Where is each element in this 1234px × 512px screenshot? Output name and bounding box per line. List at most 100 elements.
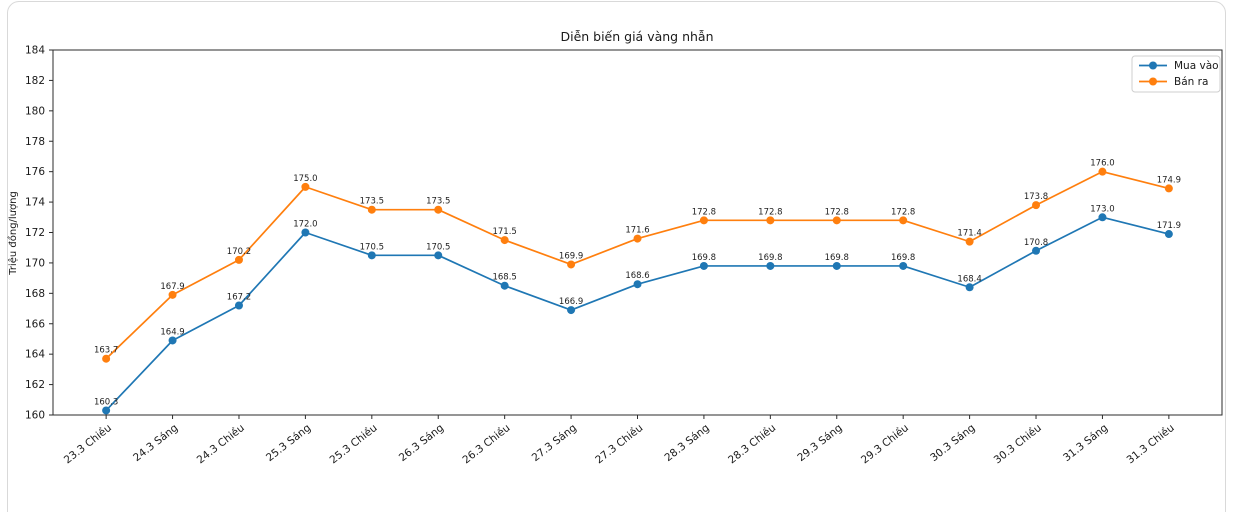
y-tick-label: 174 <box>25 197 45 209</box>
data-point-marker <box>1164 230 1173 239</box>
data-point-marker <box>367 251 376 260</box>
data-point-label: 172.8 <box>758 207 782 217</box>
data-point-marker <box>1032 201 1041 210</box>
x-tick-label: 28.3 Chiều <box>726 422 778 466</box>
x-tick-label: 29.3 Chiều <box>859 422 911 466</box>
data-point-label: 169.8 <box>825 253 849 263</box>
x-tick-label: 27.3 Chiều <box>593 422 645 466</box>
data-point-marker <box>234 301 243 310</box>
data-point-marker <box>102 354 111 363</box>
data-point-marker <box>367 205 376 214</box>
data-point-marker <box>567 260 576 269</box>
data-point-label: 171.9 <box>1157 221 1181 231</box>
data-point-label: 167.9 <box>160 282 184 292</box>
data-point-label: 172.8 <box>825 207 849 217</box>
x-tick-label: 31.3 Chiều <box>1125 422 1177 466</box>
data-point-label: 160.3 <box>94 397 118 407</box>
x-tick-label: 31.3 Sáng <box>1061 422 1110 464</box>
data-point-marker <box>301 182 310 191</box>
x-tick-label: 30.3 Sáng <box>928 422 977 464</box>
series-line-mua-vào <box>105 216 1170 412</box>
data-point-label: 174.9 <box>1157 175 1181 185</box>
y-tick-label: 166 <box>25 318 45 330</box>
y-tick-label: 172 <box>25 227 45 239</box>
data-point-marker <box>567 306 576 315</box>
data-point-label: 173.5 <box>426 197 450 207</box>
data-point-label: 173.8 <box>1024 192 1048 202</box>
data-point-label: 172.8 <box>891 207 915 217</box>
data-point-marker <box>1098 213 1107 222</box>
legend-item-label: Bán ra <box>1174 76 1208 88</box>
data-point-marker <box>1032 246 1041 255</box>
x-tick-label: 26.3 Chiều <box>460 422 512 466</box>
y-tick-label: 180 <box>25 105 45 117</box>
data-point-label: 169.8 <box>758 253 782 263</box>
x-tick-label: 29.3 Sáng <box>795 422 844 464</box>
data-point-label: 163.7 <box>94 346 118 356</box>
y-tick-label: 178 <box>25 136 45 148</box>
x-tick-label: 30.3 Chiều <box>992 422 1044 466</box>
data-point-marker <box>168 336 177 345</box>
data-point-marker <box>633 234 642 243</box>
data-point-marker <box>766 216 775 225</box>
data-point-label: 172.8 <box>692 207 716 217</box>
data-point-marker <box>1098 167 1107 176</box>
data-point-marker <box>965 283 974 292</box>
data-point-marker <box>899 216 908 225</box>
data-point-marker <box>832 216 841 225</box>
data-point-label: 173.5 <box>360 197 384 207</box>
data-point-marker <box>234 255 243 264</box>
data-point-marker <box>1164 184 1173 193</box>
y-tick-label: 164 <box>25 349 45 361</box>
data-point-label: 168.4 <box>957 274 981 284</box>
data-point-label: 168.6 <box>625 271 649 281</box>
data-point-marker <box>699 216 708 225</box>
data-point-marker <box>301 228 310 237</box>
x-tick-label: 24.3 Sáng <box>131 422 180 464</box>
data-point-label: 170.5 <box>360 242 384 252</box>
data-point-label: 171.5 <box>492 227 516 237</box>
data-point-marker <box>434 251 443 260</box>
data-point-label: 171.6 <box>625 226 649 236</box>
data-point-label: 164.9 <box>160 327 184 337</box>
data-point-label: 170.8 <box>1024 238 1048 248</box>
data-point-marker <box>699 261 708 270</box>
data-point-marker <box>500 236 509 245</box>
y-tick-label: 176 <box>25 166 45 178</box>
chart-card <box>7 1 1226 512</box>
data-point-label: 170.2 <box>227 247 251 257</box>
data-point-marker <box>965 237 974 246</box>
data-point-marker <box>633 280 642 289</box>
data-point-marker <box>899 261 908 270</box>
y-tick-label: 182 <box>25 75 45 87</box>
y-axis-label: Triệu đồng/lượng <box>7 191 19 276</box>
y-tick-label: 162 <box>25 379 45 391</box>
y-tick-label: 184 <box>25 45 45 57</box>
data-point-label: 169.8 <box>692 253 716 263</box>
x-tick-label: 23.3 Chiều <box>62 422 114 466</box>
legend-swatch-marker <box>1149 77 1157 86</box>
data-point-label: 170.5 <box>426 242 450 252</box>
chart-title: Diễn biến giá vàng nhẫn <box>560 29 713 44</box>
data-point-label: 168.5 <box>492 273 516 283</box>
data-point-label: 176.0 <box>1090 159 1114 169</box>
data-point-label: 171.4 <box>957 229 981 239</box>
data-point-label: 173.0 <box>1090 204 1114 214</box>
data-point-marker <box>434 205 443 214</box>
x-tick-label: 25.3 Sáng <box>264 422 313 464</box>
y-tick-label: 168 <box>25 288 45 300</box>
legend-item-label: Mua vào <box>1174 60 1219 72</box>
data-point-marker <box>168 290 177 299</box>
data-point-label: 169.9 <box>559 251 583 261</box>
x-tick-label: 25.3 Chiều <box>328 422 380 466</box>
data-point-marker <box>766 261 775 270</box>
y-tick-label: 160 <box>25 410 45 422</box>
data-point-marker <box>832 261 841 270</box>
data-point-marker <box>500 281 509 290</box>
x-tick-label: 27.3 Sáng <box>530 422 579 464</box>
data-point-label: 169.8 <box>891 253 915 263</box>
data-point-marker <box>102 406 111 415</box>
x-tick-label: 26.3 Sáng <box>397 422 446 464</box>
